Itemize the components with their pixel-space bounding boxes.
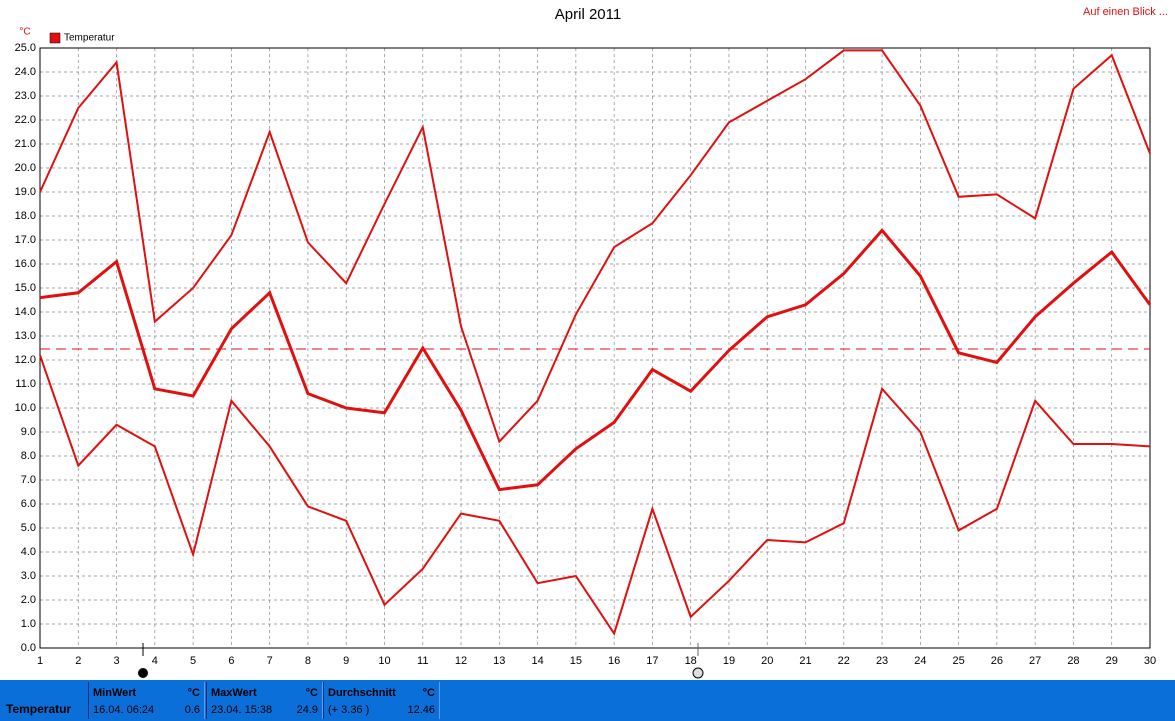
y-tick-label: 4.0 <box>21 546 36 558</box>
y-tick-label: 5.0 <box>21 522 36 534</box>
legend-swatch <box>49 32 61 44</box>
y-tick-label: 3.0 <box>21 570 36 582</box>
y-tick-label: 20.0 <box>15 162 36 174</box>
y-tick-label: 12.0 <box>15 354 36 366</box>
footer-label: Temperatur <box>6 702 72 716</box>
x-tick-label: 3 <box>113 655 119 667</box>
x-tick-label: 21 <box>799 655 811 667</box>
link[interactable]: Auf einen Blick ... <box>1083 6 1168 18</box>
y-tick-label: 24.0 <box>15 66 36 78</box>
x-tick-label: 6 <box>228 655 234 667</box>
x-tick-label: 23 <box>876 655 888 667</box>
x-tick-label: 5 <box>190 655 196 667</box>
chart: April 2011 Auf einen Blick ... °C Temper… <box>15 6 1168 679</box>
x-tick-label: 25 <box>952 655 964 667</box>
x-tick-label: 18 <box>685 655 697 667</box>
x-tick-label: 10 <box>378 655 390 667</box>
stat-when: 16.04. 06:24 <box>93 704 155 716</box>
x-tick-label: 30 <box>1144 655 1156 667</box>
stat-value: 12.46 <box>407 704 435 716</box>
stat-unit: °C <box>305 687 318 699</box>
y-tick-label: 8.0 <box>21 450 36 462</box>
x-tick-label: 12 <box>455 655 467 667</box>
x-tick-label: 15 <box>570 655 582 667</box>
stat-panel: MaxWert °C 23.04. 15:38 24.9 <box>206 682 323 719</box>
x-tick-label: 7 <box>267 655 273 667</box>
stat-value: 0.6 <box>184 704 200 716</box>
stat-unit: °C <box>187 687 200 699</box>
x-tick-label: 22 <box>838 655 850 667</box>
x-tick-label: 28 <box>1067 655 1079 667</box>
y-tick-label: 7.0 <box>21 474 36 486</box>
series-line <box>39 228 1152 492</box>
stat-unit: °C <box>422 687 435 699</box>
y-tick-label: 19.0 <box>15 186 36 198</box>
y-tick-label: 15.0 <box>15 282 36 294</box>
new-moon <box>138 668 148 678</box>
y-tick-label: 1.0 <box>21 618 36 630</box>
x-tick-label: 20 <box>761 655 773 667</box>
y-tick-label: 22.0 <box>15 114 36 126</box>
x-tick-label: 8 <box>305 655 311 667</box>
y-tick-label: 11.0 <box>15 378 36 390</box>
y-tick-label: 17.0 <box>15 234 36 246</box>
series-line <box>39 49 1151 444</box>
y-tick-label: 21.0 <box>15 138 36 150</box>
stat-panel: MinWert °C 16.04. 06:24 0.6 <box>88 682 205 719</box>
x-tick-label: 14 <box>531 655 543 667</box>
y-tick-label: 9.0 <box>21 426 36 438</box>
legend-label: Temperatur <box>64 33 115 44</box>
x-tick-label: 9 <box>343 655 349 667</box>
y-tick-label: 16.0 <box>15 258 36 270</box>
x-tick-label: 13 <box>493 655 505 667</box>
stat-when: 23.04. 15:38 <box>211 704 273 716</box>
x-tick-label: 24 <box>914 655 926 667</box>
stat-value: 24.9 <box>296 704 318 716</box>
stat-when: (+ 3.36 ) <box>328 704 370 716</box>
x-tick-label: 4 <box>152 655 158 667</box>
x-tick-label: 19 <box>723 655 735 667</box>
y-tick-label: 0.0 <box>21 642 36 654</box>
plot-frame <box>39 47 1151 649</box>
x-tick-label: 11 <box>417 655 428 667</box>
stat-panel: Durchschnitt °C (+ 3.36 ) 12.46 <box>323 682 440 719</box>
x-tick-label: 27 <box>1029 655 1041 667</box>
y-tick-label: 2.0 <box>21 594 36 606</box>
x-tick-label: 16 <box>608 655 620 667</box>
x-tick-label: 29 <box>1106 655 1118 667</box>
y-tick-label: 6.0 <box>21 498 36 510</box>
stat-title: Durchschnitt <box>328 687 396 699</box>
x-tick-label: 26 <box>991 655 1003 667</box>
y-unit: °C <box>19 27 30 38</box>
y-tick-label: 14.0 <box>15 306 36 318</box>
y-tick-label: 25.0 <box>15 42 36 54</box>
x-tick-label: 1 <box>37 655 43 667</box>
y-tick-label: 10.0 <box>15 402 36 414</box>
series-line <box>39 354 1151 636</box>
x-tick-label: 17 <box>646 655 658 667</box>
stat-title: MaxWert <box>211 687 257 699</box>
y-tick-label: 18.0 <box>15 210 36 222</box>
y-tick-label: 13.0 <box>15 330 36 342</box>
stat-title: MinWert <box>93 687 137 699</box>
x-tick-label: 2 <box>75 655 81 667</box>
footer: Temperatur MinWert °C 16.04. 06:24 0.6 MaxWe… <box>0 680 1175 721</box>
chart-title: April 2011 <box>555 6 621 23</box>
y-tick-label: 23.0 <box>15 90 36 102</box>
full-moon <box>692 667 704 679</box>
